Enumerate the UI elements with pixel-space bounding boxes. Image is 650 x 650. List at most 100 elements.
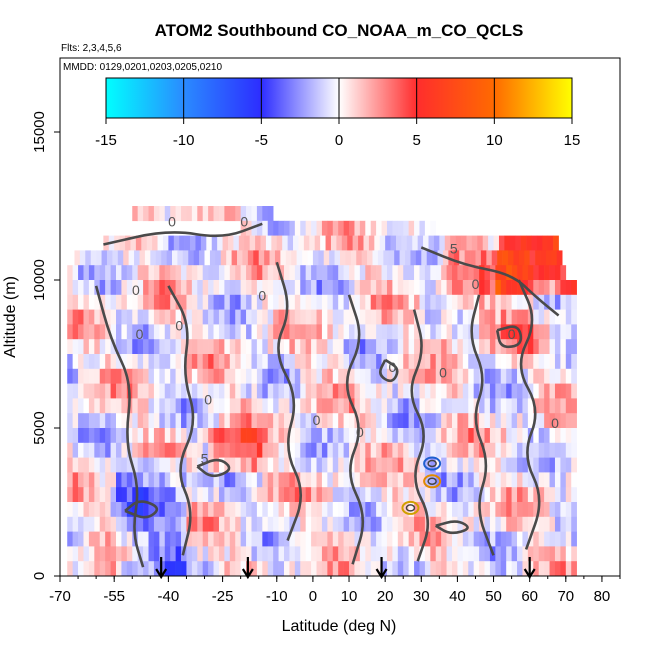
heatmap-cell [311,413,317,429]
heatmap-cell [497,250,503,266]
heatmap-cell [88,294,95,310]
heatmap-cell [135,235,142,251]
heatmap-cell [359,220,366,236]
heatmap-cell [148,383,155,399]
heatmap-cell [435,561,442,576]
heatmap-cell [511,368,518,384]
heatmap-cell [218,413,225,429]
heatmap-cell [256,487,263,503]
heatmap-cell [452,442,458,458]
heatmap-cell [457,516,464,532]
heatmap-cell [240,428,247,444]
heatmap-cell [72,294,79,310]
heatmap-cell [251,428,258,444]
heatmap-cell [148,487,155,503]
heatmap-cell [365,442,372,458]
heatmap-cell [473,561,480,576]
heatmap-cell [88,324,95,340]
heatmap-cell [273,487,279,503]
flight-arrow-head [155,568,168,580]
heatmap-cell [489,354,496,370]
heatmap-cell [153,472,160,488]
heatmap-cell [446,502,453,518]
heatmap-cell [197,561,204,576]
heatmap-cell [206,235,213,251]
heatmap-cell [251,398,258,414]
heatmap-cell [462,487,469,503]
heatmap-cell [150,250,157,266]
heatmap-cell [294,280,301,296]
heatmap-cell [273,561,279,576]
heatmap-cell [533,457,540,473]
heatmap-cell [489,472,496,488]
heatmap-cell [533,502,540,518]
heatmap-cell [482,235,489,251]
heatmap-cell [372,250,379,266]
heatmap-cell [349,561,355,576]
heatmap-cell [311,265,317,281]
heatmap-cell [321,339,328,355]
heatmap-cell [359,324,366,340]
heatmap-cell [386,220,393,236]
heatmap-cell [240,442,247,458]
heatmap-cell [294,413,301,429]
heatmap-cell [105,294,111,310]
heatmap-cell [349,546,355,562]
heatmap-cell [148,368,155,384]
heatmap-cell [273,428,279,444]
heatmap-cell [452,354,458,370]
heatmap-cell [148,324,155,340]
heatmap-cell [424,294,431,310]
heatmap-cell [554,502,561,518]
heatmap-cell [316,354,323,370]
heatmap-cell [511,561,518,576]
heatmap-cell [327,472,334,488]
heatmap-cell [246,280,252,296]
heatmap-cell [256,546,263,562]
heatmap-cell [332,457,339,473]
heatmap-cell [121,561,128,576]
heatmap-cell [544,339,550,355]
heatmap-cell [426,250,433,266]
heatmap-cell [517,339,523,355]
heatmap-cell [347,235,353,251]
heatmap-cell [316,531,323,547]
heatmap-cell [446,294,453,310]
heatmap-cell [316,265,323,281]
heatmap-cell [376,265,382,281]
heatmap-cell [414,354,420,370]
heatmap-cell [376,339,382,355]
heatmap-cell [132,265,138,281]
heatmap-cell [321,516,328,532]
heatmap-cell [110,472,117,488]
heatmap-cell [533,339,540,355]
heatmap-cell [83,442,90,458]
heatmap-cell [414,546,420,562]
heatmap-cell [452,309,458,325]
heatmap-cell [500,546,507,562]
heatmap-cell [267,442,274,458]
heatmap-cell [94,502,101,518]
heatmap-cell [397,472,404,488]
heatmap-cell [332,220,339,236]
colorbar-tick-label: 0 [335,132,343,149]
heatmap-cell [536,235,543,251]
heatmap-cell [473,368,480,384]
heatmap-cell [484,324,491,340]
heatmap-cell [386,457,393,473]
heatmap-cell [446,546,453,562]
heatmap-cell [381,487,388,503]
heatmap-cell [489,502,496,518]
heatmap-cell [332,442,339,458]
x-tick-label: 10 [341,588,358,605]
heatmap-cell [300,442,306,458]
heatmap-cell [441,280,447,296]
heatmap-cell [197,531,204,547]
heatmap-cell [365,487,372,503]
colorbar-tick-label: 15 [564,132,581,149]
heatmap-cell [267,309,274,325]
heatmap-cell [432,250,438,266]
heatmap-cell [571,339,577,355]
heatmap-cell [446,265,453,281]
heatmap-cell [164,413,171,429]
